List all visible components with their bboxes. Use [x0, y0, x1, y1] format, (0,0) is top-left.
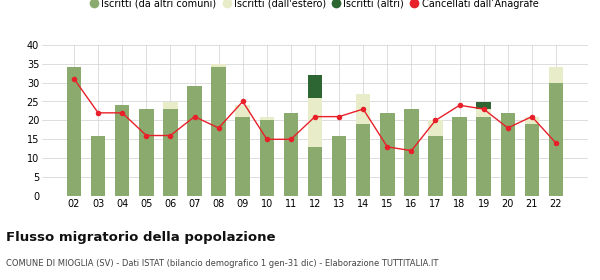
Bar — [308, 98, 322, 147]
Bar — [404, 109, 419, 196]
Bar — [139, 109, 154, 196]
Bar — [428, 120, 443, 136]
Bar — [308, 147, 322, 196]
Bar — [308, 75, 322, 98]
Bar — [524, 124, 539, 196]
Bar — [500, 113, 515, 196]
Bar — [356, 124, 370, 196]
Legend: Iscritti (da altri comuni), Iscritti (dall'estero), Iscritti (altri), Cancellati: Iscritti (da altri comuni), Iscritti (da… — [88, 0, 542, 13]
Bar — [91, 136, 106, 196]
Bar — [115, 105, 130, 196]
Bar — [260, 116, 274, 120]
Bar — [235, 116, 250, 196]
Bar — [452, 116, 467, 196]
Bar — [549, 83, 563, 196]
Bar — [476, 109, 491, 116]
Text: Flusso migratorio della popolazione: Flusso migratorio della popolazione — [6, 231, 275, 244]
Bar — [260, 120, 274, 196]
Bar — [549, 67, 563, 83]
Bar — [235, 105, 250, 116]
Bar — [332, 136, 346, 196]
Bar — [284, 113, 298, 196]
Bar — [67, 67, 81, 196]
Bar — [476, 116, 491, 196]
Bar — [356, 94, 370, 124]
Bar — [524, 116, 539, 124]
Bar — [428, 136, 443, 196]
Bar — [380, 113, 395, 196]
Text: COMUNE DI MIOGLIA (SV) - Dati ISTAT (bilancio demografico 1 gen-31 dic) - Elabor: COMUNE DI MIOGLIA (SV) - Dati ISTAT (bil… — [6, 259, 439, 268]
Bar — [211, 64, 226, 67]
Bar — [163, 109, 178, 196]
Bar — [187, 86, 202, 196]
Bar — [163, 102, 178, 109]
Bar — [476, 102, 491, 109]
Bar — [211, 67, 226, 196]
